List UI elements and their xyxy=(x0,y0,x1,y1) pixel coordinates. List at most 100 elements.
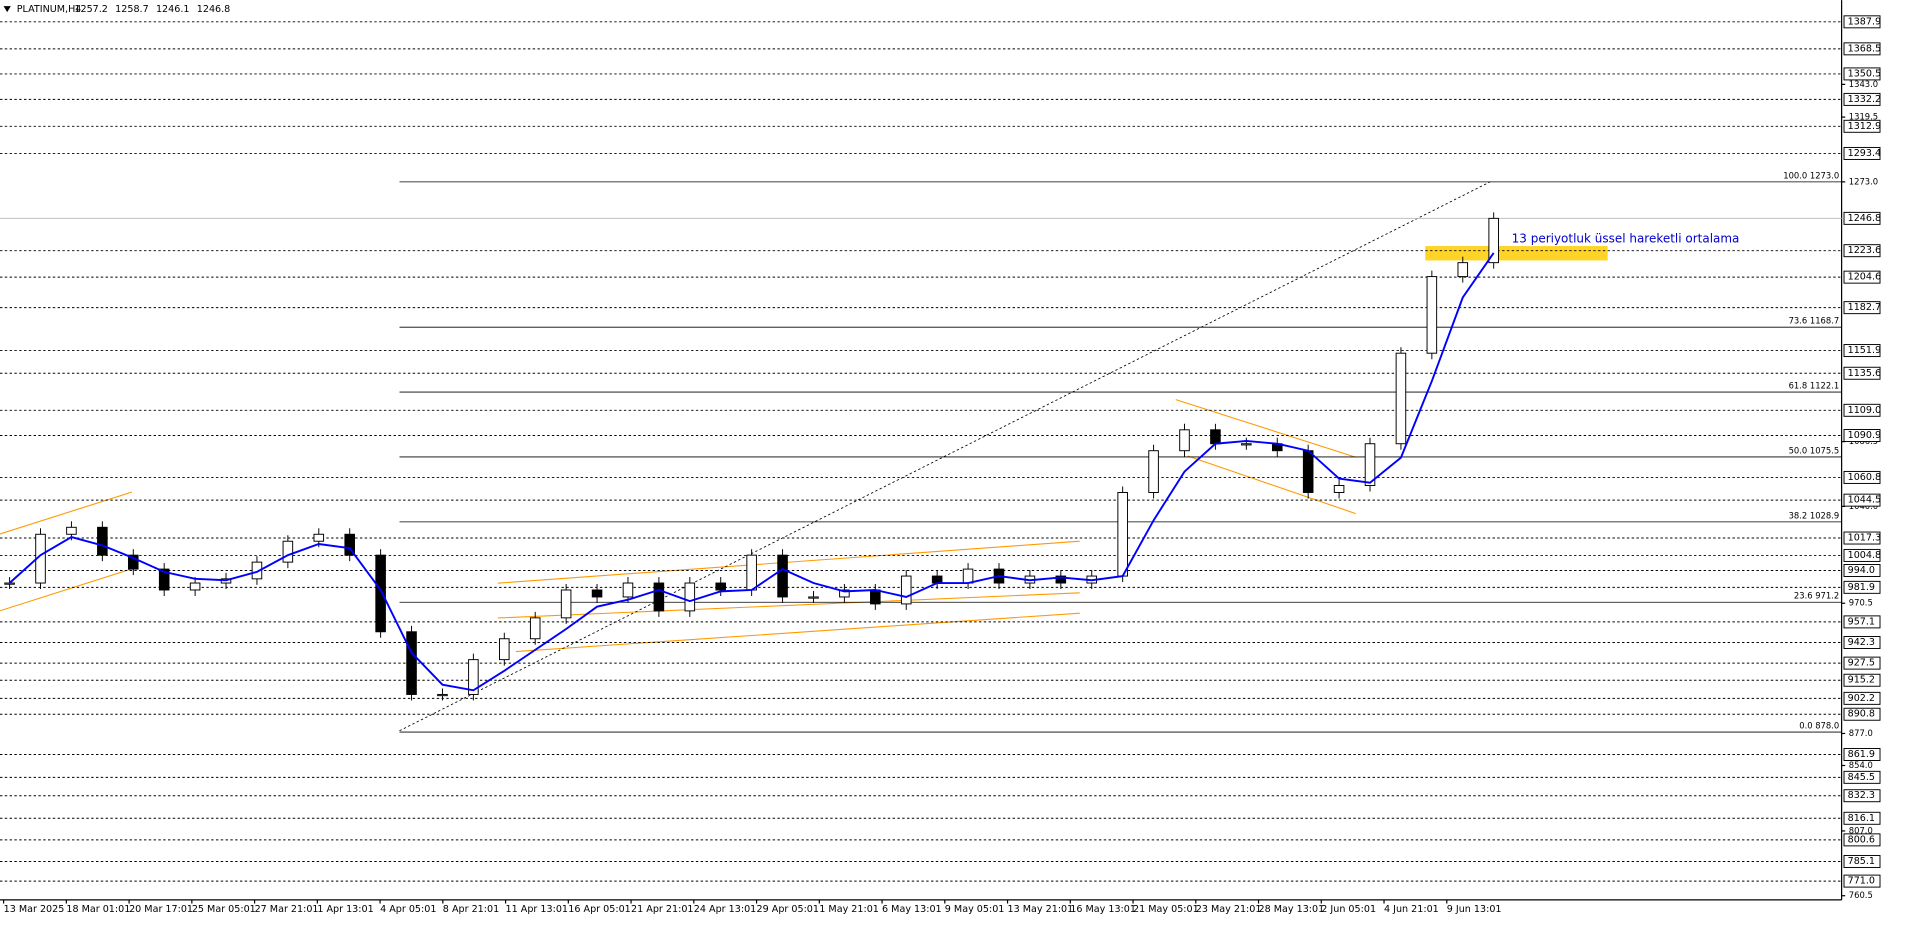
current-price-box xyxy=(1843,211,1881,225)
level-label-box xyxy=(1843,833,1881,847)
ohlc-value: 1246.8 xyxy=(197,4,231,15)
level-label-box xyxy=(1843,301,1881,315)
candle xyxy=(437,693,448,697)
level-label-box xyxy=(1843,615,1881,629)
level-label: 1332.2 xyxy=(1848,94,1882,105)
x-tick-label: 21 Apr 21:01 xyxy=(631,904,693,915)
candle xyxy=(1333,485,1345,493)
x-tick-label: 18 Mar 01:01 xyxy=(66,904,130,915)
level-label: 1135.6 xyxy=(1848,368,1882,379)
symbol: PLATINUM,H4 xyxy=(17,4,82,15)
x-tick-label: 13 May 21:01 xyxy=(1008,904,1074,915)
level-label: 1350.5 xyxy=(1848,68,1882,79)
level-label-box xyxy=(1843,15,1881,29)
x-tick-label: 27 Mar 21:01 xyxy=(255,904,319,915)
level-label: 994.0 xyxy=(1848,565,1875,576)
level-label-box xyxy=(1843,146,1881,160)
level-label-box xyxy=(1843,691,1881,705)
candle xyxy=(1488,217,1499,264)
level-label-box xyxy=(1843,580,1881,594)
y-tick-label: 807.0 xyxy=(1849,825,1873,835)
candle xyxy=(189,582,201,591)
trend-line xyxy=(1187,455,1356,515)
y-tick-label: 854.0 xyxy=(1849,760,1873,770)
x-tick-label: 4 Jun 21:01 xyxy=(1384,904,1439,915)
candle xyxy=(839,589,850,598)
candle xyxy=(1210,429,1221,445)
level-label-box xyxy=(1843,470,1881,484)
candle xyxy=(251,561,263,580)
candle xyxy=(344,533,355,556)
candle xyxy=(715,582,727,591)
level-label-box xyxy=(1843,854,1881,868)
y-tick-label: 1343.0 xyxy=(1849,79,1878,89)
level-label: 845.5 xyxy=(1848,772,1875,783)
level-label: 1387.9 xyxy=(1848,16,1882,27)
candle xyxy=(66,526,77,535)
level-label-box xyxy=(1843,564,1881,577)
candle xyxy=(900,575,912,605)
x-tick-label: 29 Apr 05:01 xyxy=(757,904,819,915)
x-tick-label: 16 Apr 05:01 xyxy=(568,904,630,915)
candle xyxy=(529,617,541,640)
x-tick-label: 20 Mar 17:01 xyxy=(129,904,193,915)
menu-arrow[interactable] xyxy=(3,6,11,13)
fib-label: 100.0 1273.0 xyxy=(1783,170,1839,180)
level-label: 1182.7 xyxy=(1848,302,1882,313)
ohlc-value: 1258.7 xyxy=(115,4,149,15)
level-label-box xyxy=(1843,42,1881,56)
level-label-box xyxy=(1843,707,1881,721)
y-tick-label: 970.5 xyxy=(1849,598,1873,608)
candle xyxy=(591,589,603,598)
fib-label: 0.0 878.0 xyxy=(1799,721,1839,731)
x-tick-label: 9 May 05:01 xyxy=(945,904,1005,915)
level-label: 832.3 xyxy=(1848,790,1875,801)
candle xyxy=(746,554,757,591)
level-label: 890.8 xyxy=(1848,709,1875,720)
candle xyxy=(622,582,634,598)
x-tick-label: 13 Mar 2025 xyxy=(4,904,65,915)
level-label-box xyxy=(1843,874,1881,888)
candle xyxy=(1395,352,1407,445)
annotation: 13 periyotluk üssel hareketli ortalama xyxy=(1512,231,1740,245)
level-label: 902.2 xyxy=(1848,693,1875,704)
candle xyxy=(127,554,139,570)
candle xyxy=(931,575,943,584)
candle xyxy=(1364,443,1376,487)
candle xyxy=(1055,575,1067,584)
trend-line xyxy=(0,568,133,612)
trend-line xyxy=(1175,399,1356,458)
trend-line xyxy=(497,592,1080,619)
level-label-box xyxy=(1843,67,1881,81)
x-tick-label: 2 Jun 05:01 xyxy=(1321,904,1376,915)
level-label-box xyxy=(1843,673,1881,687)
level-label: 1223.6 xyxy=(1848,245,1882,256)
trend-lines xyxy=(0,399,1356,653)
level-label-box xyxy=(1843,119,1881,133)
fib-label: 73.6 1168.7 xyxy=(1789,316,1840,326)
ema-line xyxy=(8,252,1495,692)
level-label-box xyxy=(1843,789,1881,803)
level-label: 1293.4 xyxy=(1848,148,1882,159)
trend-line xyxy=(515,612,1080,653)
fib-label: 38.2 1028.9 xyxy=(1789,510,1840,520)
level-label: 981.9 xyxy=(1848,582,1875,593)
level-label-box xyxy=(1843,270,1881,284)
ohlc-value: 1246.1 xyxy=(156,4,190,15)
x-tick-label: 4 Apr 05:01 xyxy=(380,904,436,915)
candle xyxy=(97,526,108,556)
y-tick-label: 1319.5 xyxy=(1849,112,1878,122)
current-price-label: 1246.8 xyxy=(1848,213,1882,224)
candle xyxy=(808,596,819,599)
x-tick-label: 24 Apr 13:01 xyxy=(694,904,756,915)
x-tick-label: 23 May 21:01 xyxy=(1196,904,1262,915)
candle xyxy=(1457,262,1469,278)
level-label: 771.0 xyxy=(1848,876,1875,887)
level-label: 1060.8 xyxy=(1848,472,1882,483)
candle xyxy=(777,554,788,598)
x-tick-label: 6 May 13:01 xyxy=(882,904,942,915)
level-label-box xyxy=(1843,244,1881,258)
candle xyxy=(653,582,665,612)
y-tick-label: 760.5 xyxy=(1849,890,1873,900)
